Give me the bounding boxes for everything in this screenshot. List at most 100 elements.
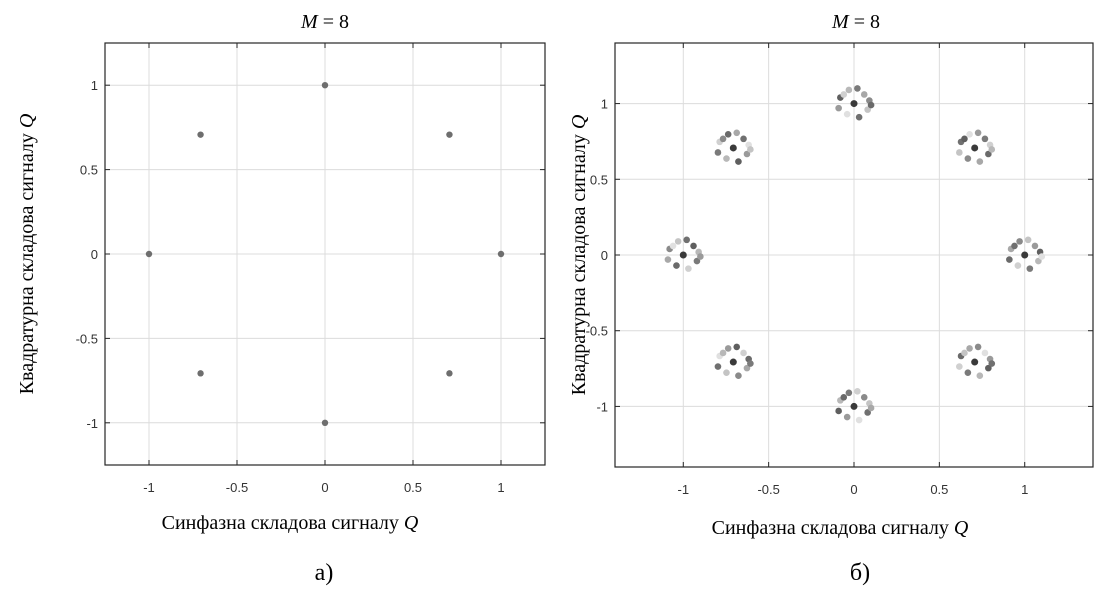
noisy-sample-point xyxy=(981,349,989,357)
noisy-sample-point xyxy=(855,113,863,121)
noisy-sample-point xyxy=(743,364,751,372)
y-axis-label-text: Квадратурна складова сигналу xyxy=(568,129,590,395)
noisy-sample-point xyxy=(747,146,754,153)
x-tick-label: -1 xyxy=(678,482,690,497)
y-axis-label-variable: Q xyxy=(568,114,590,129)
noisy-sample-point xyxy=(674,238,682,245)
constellation-center-point xyxy=(971,144,979,152)
chart-panel-2: -1 -0.5 0 0.5 1 -1 -0.5 0 0.5 1 M = 8 Синфазна скла… xyxy=(568,11,1094,586)
noisy-sample-point xyxy=(964,155,972,162)
noisy-sample-point xyxy=(669,242,677,250)
noisy-sample-point xyxy=(690,242,697,250)
noisy-sample-point xyxy=(864,409,871,416)
noisy-sample-point xyxy=(1014,262,1022,269)
constellation-point xyxy=(446,131,453,138)
y-tick-label: 0 xyxy=(91,247,98,262)
noisy-sample-point xyxy=(988,146,996,153)
constellation-point xyxy=(446,370,453,377)
noisy-sample-point xyxy=(1035,257,1042,265)
noisy-sample-point xyxy=(664,256,672,263)
constellation-point xyxy=(321,82,329,89)
y-tick-label: -1 xyxy=(596,399,608,414)
noisy-sample-point xyxy=(743,150,751,158)
noisy-sample-point xyxy=(740,135,747,143)
x-axis-label-text: Синфазна складова сигналу xyxy=(162,512,404,534)
y-axis-label-variable: Q xyxy=(16,113,38,128)
noisy-sample-point xyxy=(733,129,741,137)
constellation-point xyxy=(497,250,505,258)
y-tick-label: 0.5 xyxy=(80,163,98,178)
title-rest: = 8 xyxy=(849,11,880,33)
noisy-sample-point xyxy=(1006,256,1013,263)
title-variable: M xyxy=(300,11,319,33)
constellation-center-point xyxy=(679,251,687,259)
x-axis-label-variable: Q xyxy=(404,512,419,534)
noisy-sample-point xyxy=(860,394,868,401)
noisy-sample-point xyxy=(860,91,868,98)
noisy-sample-point xyxy=(974,343,982,351)
noisy-sample-point xyxy=(714,363,722,370)
noisy-sample-point xyxy=(956,363,963,370)
y-tick-label: 1 xyxy=(601,97,608,112)
noisy-sample-point xyxy=(1038,253,1046,260)
noisy-sample-point xyxy=(867,101,875,109)
noisy-sample-point xyxy=(840,91,848,98)
noisy-sample-point xyxy=(961,135,968,143)
title-variable: M xyxy=(831,11,850,33)
x-axis-label: Синфазна складова сигналу Q xyxy=(162,512,419,534)
noisy-sample-point xyxy=(981,135,989,143)
x-axis-label: Синфазна складова сигналу Q xyxy=(712,517,969,539)
y-tick-label: -1 xyxy=(86,416,98,431)
noisy-sample-point xyxy=(1026,265,1034,272)
y-tick-label: -0.5 xyxy=(76,331,98,346)
x-tick-label: 0.5 xyxy=(404,480,422,495)
y-tick-label: -0.5 xyxy=(586,324,608,339)
noisy-sample-point xyxy=(723,369,730,376)
noisy-sample-point xyxy=(747,360,754,367)
noisy-sample-point xyxy=(845,389,853,397)
noisy-sample-point xyxy=(735,372,742,379)
noisy-sample-point xyxy=(985,364,992,372)
noisy-sample-point xyxy=(673,262,680,269)
y-tick-label: 1 xyxy=(91,78,98,93)
constellation-center-point xyxy=(729,144,737,152)
noisy-sample-point xyxy=(864,106,871,113)
noisy-sample-point xyxy=(1031,242,1039,250)
x-tick-label: -1 xyxy=(143,480,155,495)
x-tick-label: -0.5 xyxy=(757,482,779,497)
noisy-sample-point xyxy=(964,369,972,376)
constellation-center-point xyxy=(1021,251,1029,259)
noisy-sample-point xyxy=(956,149,963,156)
noisy-sample-point xyxy=(1024,236,1032,244)
noisy-sample-point xyxy=(835,104,842,112)
noisy-sample-point xyxy=(733,343,741,351)
noisy-sample-point xyxy=(985,150,992,158)
constellation-point xyxy=(197,370,204,377)
noisy-sample-point xyxy=(719,349,727,357)
noisy-sample-point xyxy=(714,149,722,156)
chart-panel-1: -1 -0.5 0 0.5 1 -1 -0.5 0 0.5 1 M = 8 Синфазна скла… xyxy=(16,11,546,586)
noisy-sample-point xyxy=(683,236,690,244)
noisy-sample-point xyxy=(1016,238,1023,245)
noisy-sample-point xyxy=(854,85,861,92)
constellation-point xyxy=(197,131,204,138)
noisy-sample-point xyxy=(976,372,984,379)
panel-caption: а) xyxy=(315,560,334,586)
constellation-center-point xyxy=(850,100,858,108)
y-axis-label-text: Квадратурна складова сигналу xyxy=(16,128,38,394)
noisy-sample-point xyxy=(697,253,704,260)
x-tick-label: 0.5 xyxy=(930,482,948,497)
noisy-sample-point xyxy=(843,110,851,118)
noisy-sample-point xyxy=(988,360,996,367)
noisy-sample-point xyxy=(835,407,842,415)
constellation-center-point xyxy=(971,358,979,366)
chart-title: M = 8 xyxy=(831,11,880,33)
noisy-sample-point xyxy=(740,349,747,357)
x-tick-label: -0.5 xyxy=(226,480,248,495)
x-tick-label: 0 xyxy=(321,480,328,495)
noisy-sample-point xyxy=(693,257,701,265)
noisy-sample-point xyxy=(961,349,968,357)
x-axis-label-variable: Q xyxy=(954,517,969,539)
noisy-sample-point xyxy=(867,404,875,412)
